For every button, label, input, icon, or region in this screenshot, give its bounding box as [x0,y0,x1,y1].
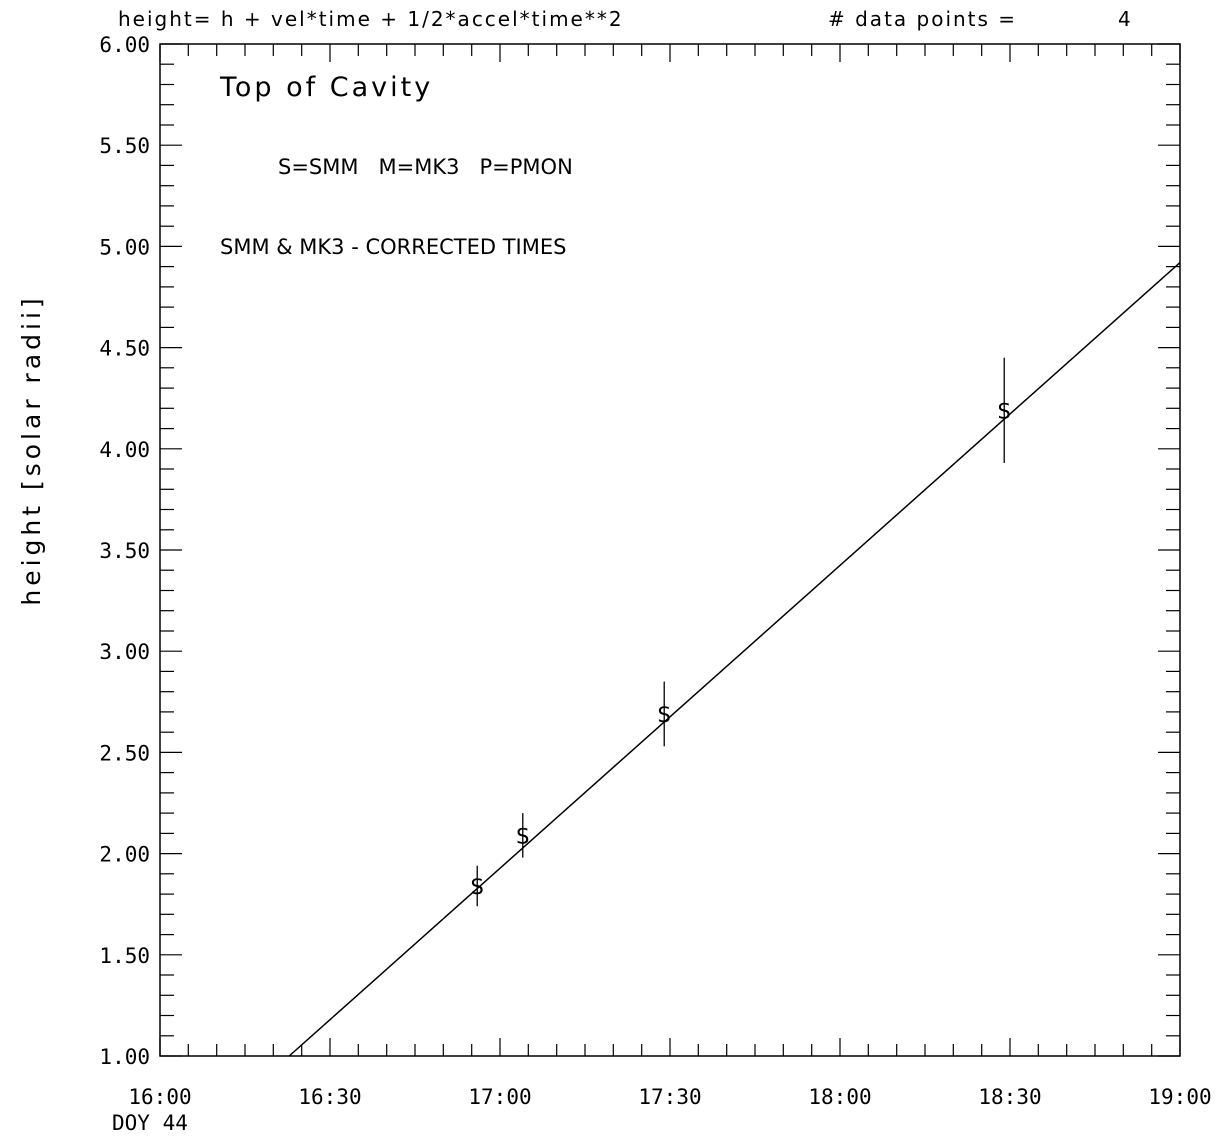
x-tick-label: 16:30 [298,1085,361,1109]
y-tick-label: 2.00 [99,843,150,867]
y-tick-label: 2.50 [99,741,150,765]
header-equation: height= h + vel*time + 1/2*accel*time**2 [118,7,624,31]
x-sublabel: DOY 44 [112,1111,188,1135]
data-points: S S S S [471,357,1011,907]
fit-line [288,262,1181,1057]
data-point: S [998,399,1011,423]
y-tick-label: 5.00 [99,235,150,259]
x-tick-label: 18:00 [808,1085,871,1109]
x-tick-label: 16:00 [128,1085,191,1109]
header-count-value: 4 [1118,7,1133,31]
header-count-label: # data points = [828,7,1017,31]
y-tick-label: 4.00 [99,438,150,462]
x-tick-label: 17:30 [638,1085,701,1109]
x-tick-label: 17:00 [468,1085,531,1109]
x-tick-label: 18:30 [978,1085,1041,1109]
legend-key: S=SMM M=MK3 P=PMON [278,155,573,179]
data-point: S [658,703,671,727]
x-tick-labels: 16:00 16:30 17:00 17:30 18:00 18:30 19:00 [128,1085,1211,1109]
y-tick-label: 3.50 [99,539,150,563]
y-tick-label: 4.50 [99,337,150,361]
chart-title: Top of Cavity [219,72,433,103]
y-tick-label: 6.00 [99,33,150,57]
y-axis-label: height [solar radii] [17,294,46,605]
plot-frame [159,43,1181,1057]
x-tick-label: 19:00 [1148,1085,1211,1109]
y-tick-labels: 1.00 1.50 2.00 2.50 3.00 3.50 4.00 4.50 5.00 5.50… [99,33,150,1069]
y-tick-label: 3.00 [99,640,150,664]
correction-note: SMM & MK3 - CORRECTED TIMES [220,235,566,259]
axis-ticks [159,43,1181,1057]
data-point: S [516,824,529,848]
y-tick-label: 5.50 [99,134,150,158]
data-point: S [471,875,484,899]
y-tick-label: 1.50 [99,944,150,968]
y-tick-label: 1.00 [99,1045,150,1069]
